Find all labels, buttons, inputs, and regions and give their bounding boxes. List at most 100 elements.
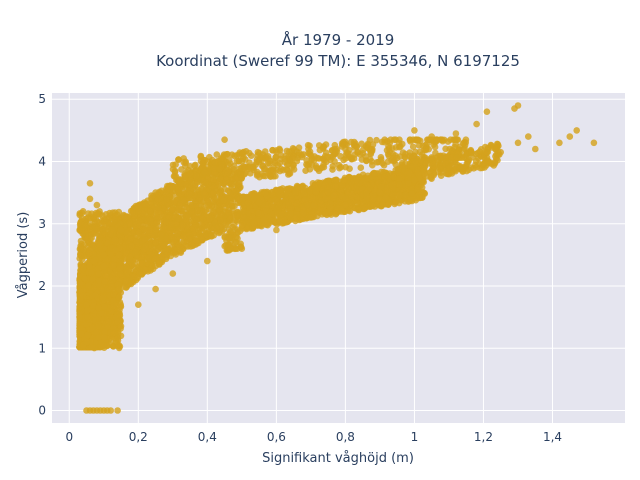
data-point <box>151 255 159 262</box>
data-point <box>95 305 102 312</box>
data-point <box>382 194 390 201</box>
data-point <box>285 200 292 207</box>
data-point <box>176 243 184 251</box>
data-point <box>228 193 236 201</box>
data-point <box>100 262 108 270</box>
data-point <box>162 218 170 226</box>
data-point <box>147 207 154 215</box>
data-point <box>332 182 340 190</box>
data-point <box>369 202 376 210</box>
data-point <box>269 210 277 218</box>
data-point <box>101 278 109 285</box>
data-point <box>408 190 416 197</box>
data-point <box>162 188 170 195</box>
scatter-points <box>76 102 598 414</box>
data-point <box>210 189 217 197</box>
data-point <box>105 318 112 326</box>
data-point <box>179 211 187 218</box>
data-point <box>274 187 282 195</box>
data-point <box>267 197 275 205</box>
data-point <box>370 195 378 202</box>
data-point <box>111 216 118 224</box>
data-point <box>160 204 167 212</box>
data-point <box>89 275 96 283</box>
data-point <box>184 243 191 250</box>
data-point <box>127 253 134 261</box>
data-point <box>326 204 334 212</box>
data-point <box>220 197 228 204</box>
data-point <box>407 195 414 203</box>
data-point <box>135 229 142 236</box>
data-point <box>377 183 385 191</box>
data-point <box>236 227 244 235</box>
data-point <box>297 183 305 191</box>
data-point <box>146 216 154 224</box>
data-point <box>110 291 117 298</box>
data-point <box>209 226 217 234</box>
data-point <box>151 203 159 211</box>
data-point <box>180 196 187 204</box>
data-point <box>152 262 159 270</box>
data-point <box>293 200 301 207</box>
data-point <box>95 270 102 278</box>
data-point <box>138 260 146 267</box>
data-point <box>154 245 162 253</box>
data-point <box>192 237 200 244</box>
data-point <box>292 189 299 196</box>
data-point <box>193 216 200 223</box>
data-point <box>342 195 349 202</box>
data-point <box>83 301 90 309</box>
data-point <box>287 210 294 218</box>
data-point <box>300 209 308 217</box>
data-point <box>117 270 124 277</box>
data-point <box>401 198 409 205</box>
data-point <box>123 269 131 276</box>
data-point <box>353 199 361 207</box>
data-point <box>309 194 317 202</box>
data-point <box>112 246 119 254</box>
data-point <box>111 236 119 243</box>
data-point <box>95 232 103 240</box>
data-point <box>80 246 87 253</box>
data-point <box>94 323 102 331</box>
data-point <box>154 196 162 203</box>
data-point <box>294 205 301 212</box>
data-point <box>79 292 87 300</box>
data-point <box>129 210 136 217</box>
data-point <box>310 202 318 209</box>
data-point <box>354 206 362 213</box>
data-point <box>114 342 122 350</box>
data-point <box>234 194 241 202</box>
data-point <box>333 176 340 184</box>
data-point <box>340 176 348 184</box>
data-point <box>345 173 353 181</box>
data-point <box>174 186 181 193</box>
data-point <box>206 215 213 223</box>
data-point <box>233 218 241 225</box>
data-point <box>312 188 320 196</box>
data-point <box>392 199 399 206</box>
data-point <box>364 181 372 189</box>
data-point <box>89 324 96 332</box>
data-point <box>93 226 101 233</box>
data-point <box>175 215 182 223</box>
data-point <box>217 216 224 224</box>
data-point <box>255 209 262 217</box>
data-point <box>371 169 378 177</box>
data-point <box>188 208 195 216</box>
data-point <box>99 226 107 233</box>
data-point <box>345 184 352 192</box>
data-point <box>87 219 94 227</box>
data-point <box>100 333 108 341</box>
data-point <box>152 226 160 234</box>
data-point <box>130 229 138 236</box>
data-point <box>262 189 269 197</box>
data-point <box>200 226 208 233</box>
data-point <box>136 222 144 229</box>
data-point <box>321 181 329 188</box>
data-point <box>221 233 229 240</box>
data-point <box>88 210 95 217</box>
data-point <box>85 250 93 257</box>
data-point <box>364 175 371 182</box>
data-point <box>172 251 180 258</box>
